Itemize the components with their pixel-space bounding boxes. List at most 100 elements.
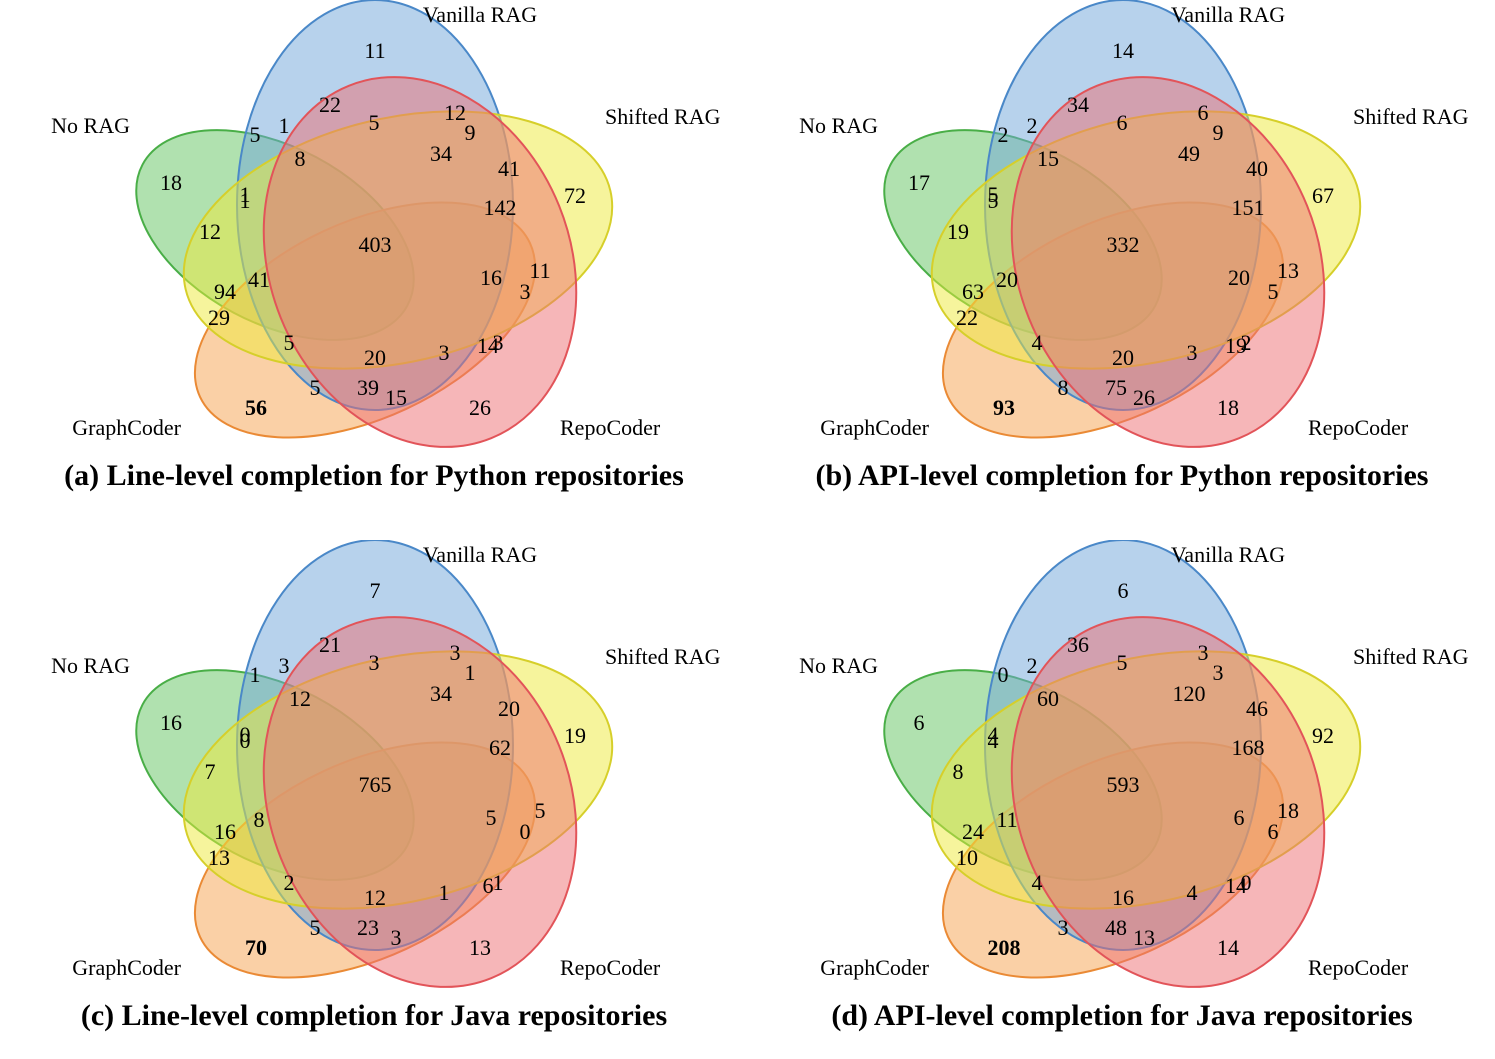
region-count: 18 bbox=[1217, 395, 1239, 420]
panel-caption: (b) API-level completion for Python repo… bbox=[815, 459, 1429, 492]
region-count: 12 bbox=[444, 100, 466, 125]
region-count: 72 bbox=[564, 183, 586, 208]
region-count: 17 bbox=[908, 170, 930, 195]
region-count: 6 bbox=[1118, 578, 1129, 603]
venn-set-repocoder bbox=[1010, 76, 1326, 448]
region-count: 39 bbox=[357, 375, 379, 400]
region-count: 19 bbox=[947, 219, 969, 244]
region-count: 93 bbox=[993, 395, 1015, 420]
venn-set-repocoder bbox=[1010, 616, 1326, 988]
region-count: 41 bbox=[498, 156, 520, 181]
region-count: 4 bbox=[988, 722, 999, 747]
set-label-shifted-rag: Shifted RAG bbox=[1353, 644, 1469, 669]
set-label-graphcoder: GraphCoder bbox=[820, 955, 929, 980]
set-label-shifted-rag: Shifted RAG bbox=[1353, 104, 1469, 129]
region-count: 60 bbox=[1037, 686, 1059, 711]
region-count: 6 bbox=[1117, 110, 1128, 135]
region-count: 5 bbox=[284, 330, 295, 355]
region-count: 0 bbox=[240, 728, 251, 753]
region-count: 9 bbox=[465, 120, 476, 145]
region-count: 12 bbox=[199, 219, 221, 244]
region-count: 593 bbox=[1107, 772, 1140, 797]
region-count: 6 bbox=[1268, 819, 1279, 844]
region-count: 14 bbox=[1217, 935, 1239, 960]
region-count: 75 bbox=[1105, 375, 1127, 400]
region-count: 3 bbox=[1058, 915, 1069, 940]
region-count: 6 bbox=[483, 873, 494, 898]
region-count: 63 bbox=[962, 279, 984, 304]
region-count: 3 bbox=[1198, 640, 1209, 665]
set-label-repocoder: RepoCoder bbox=[560, 955, 661, 980]
region-count: 5 bbox=[988, 182, 999, 207]
region-count: 67 bbox=[1312, 183, 1334, 208]
region-count: 7 bbox=[205, 759, 216, 784]
region-count: 2 bbox=[998, 122, 1009, 147]
region-count: 4 bbox=[1032, 870, 1043, 895]
region-count: 332 bbox=[1107, 232, 1140, 257]
region-count: 3 bbox=[391, 925, 402, 950]
region-count: 62 bbox=[489, 735, 511, 760]
set-label-no-rag: No RAG bbox=[799, 113, 878, 138]
region-count: 70 bbox=[245, 935, 267, 960]
region-count: 3 bbox=[520, 279, 531, 304]
region-count: 15 bbox=[1037, 146, 1059, 171]
region-count: 13 bbox=[469, 935, 491, 960]
set-label-vanilla-rag: Vanilla RAG bbox=[1171, 542, 1285, 567]
region-count: 18 bbox=[1277, 798, 1299, 823]
region-count: 11 bbox=[996, 807, 1017, 832]
set-label-no-rag: No RAG bbox=[51, 113, 130, 138]
region-count: 16 bbox=[214, 819, 236, 844]
region-count: 5 bbox=[486, 805, 497, 830]
venn-diagram: Vanilla RAG Shifted RAG No RAG GraphCoder Re… bbox=[51, 540, 721, 988]
region-count: 94 bbox=[214, 279, 236, 304]
region-count: 1 bbox=[465, 660, 476, 685]
region-count: 36 bbox=[1067, 632, 1089, 657]
region-count: 3 bbox=[279, 653, 290, 678]
region-count: 11 bbox=[364, 38, 385, 63]
region-count: 3 bbox=[450, 640, 461, 665]
region-count: 29 bbox=[208, 305, 230, 330]
region-count: 20 bbox=[1112, 345, 1134, 370]
region-count: 4 bbox=[988, 728, 999, 753]
region-count: 168 bbox=[1232, 735, 1265, 760]
region-count: 1 bbox=[240, 182, 251, 207]
region-count: 4 bbox=[1187, 880, 1198, 905]
region-count: 8 bbox=[295, 146, 306, 171]
region-count: 48 bbox=[1105, 915, 1127, 940]
region-count: 41 bbox=[248, 267, 270, 292]
venn-panel-d: Vanilla RAG Shifted RAG No RAG GraphCoder Re… bbox=[748, 540, 1495, 1059]
region-count: 16 bbox=[1112, 885, 1134, 910]
region-count: 6 bbox=[914, 710, 925, 735]
region-count: 403 bbox=[359, 232, 392, 257]
region-count: 20 bbox=[498, 696, 520, 721]
set-label-graphcoder: GraphCoder bbox=[72, 955, 181, 980]
set-label-no-rag: No RAG bbox=[799, 653, 878, 678]
region-count: 208 bbox=[988, 935, 1021, 960]
venn-diagram: Vanilla RAG Shifted RAG No RAG GraphCoder Re… bbox=[799, 0, 1469, 448]
set-label-vanilla-rag: Vanilla RAG bbox=[423, 2, 537, 27]
region-count: 20 bbox=[1228, 265, 1250, 290]
region-count: 5 bbox=[369, 110, 380, 135]
panel-caption: (c) Line-level completion for Java repos… bbox=[80, 999, 668, 1032]
region-count: 1 bbox=[439, 880, 450, 905]
region-count: 5 bbox=[310, 375, 321, 400]
region-count: 0 bbox=[998, 662, 1009, 687]
region-count: 20 bbox=[996, 267, 1018, 292]
region-count: 22 bbox=[319, 92, 341, 117]
venn-diagram: Vanilla RAG Shifted RAG No RAG GraphCoder Re… bbox=[51, 0, 721, 448]
region-count: 12 bbox=[289, 686, 311, 711]
region-count: 19 bbox=[1225, 333, 1247, 358]
set-label-graphcoder: GraphCoder bbox=[72, 415, 181, 440]
set-label-repocoder: RepoCoder bbox=[1308, 955, 1409, 980]
region-count: 24 bbox=[962, 819, 984, 844]
region-count: 5 bbox=[535, 798, 546, 823]
region-count: 7 bbox=[370, 578, 381, 603]
region-count: 5 bbox=[988, 188, 999, 213]
region-count: 3 bbox=[369, 650, 380, 675]
venn-set-repocoder bbox=[262, 616, 578, 988]
region-count: 2 bbox=[1241, 330, 1252, 355]
region-count: 765 bbox=[359, 772, 392, 797]
set-label-repocoder: RepoCoder bbox=[560, 415, 661, 440]
region-count: 34 bbox=[430, 141, 452, 166]
region-count: 3 bbox=[1213, 660, 1224, 685]
